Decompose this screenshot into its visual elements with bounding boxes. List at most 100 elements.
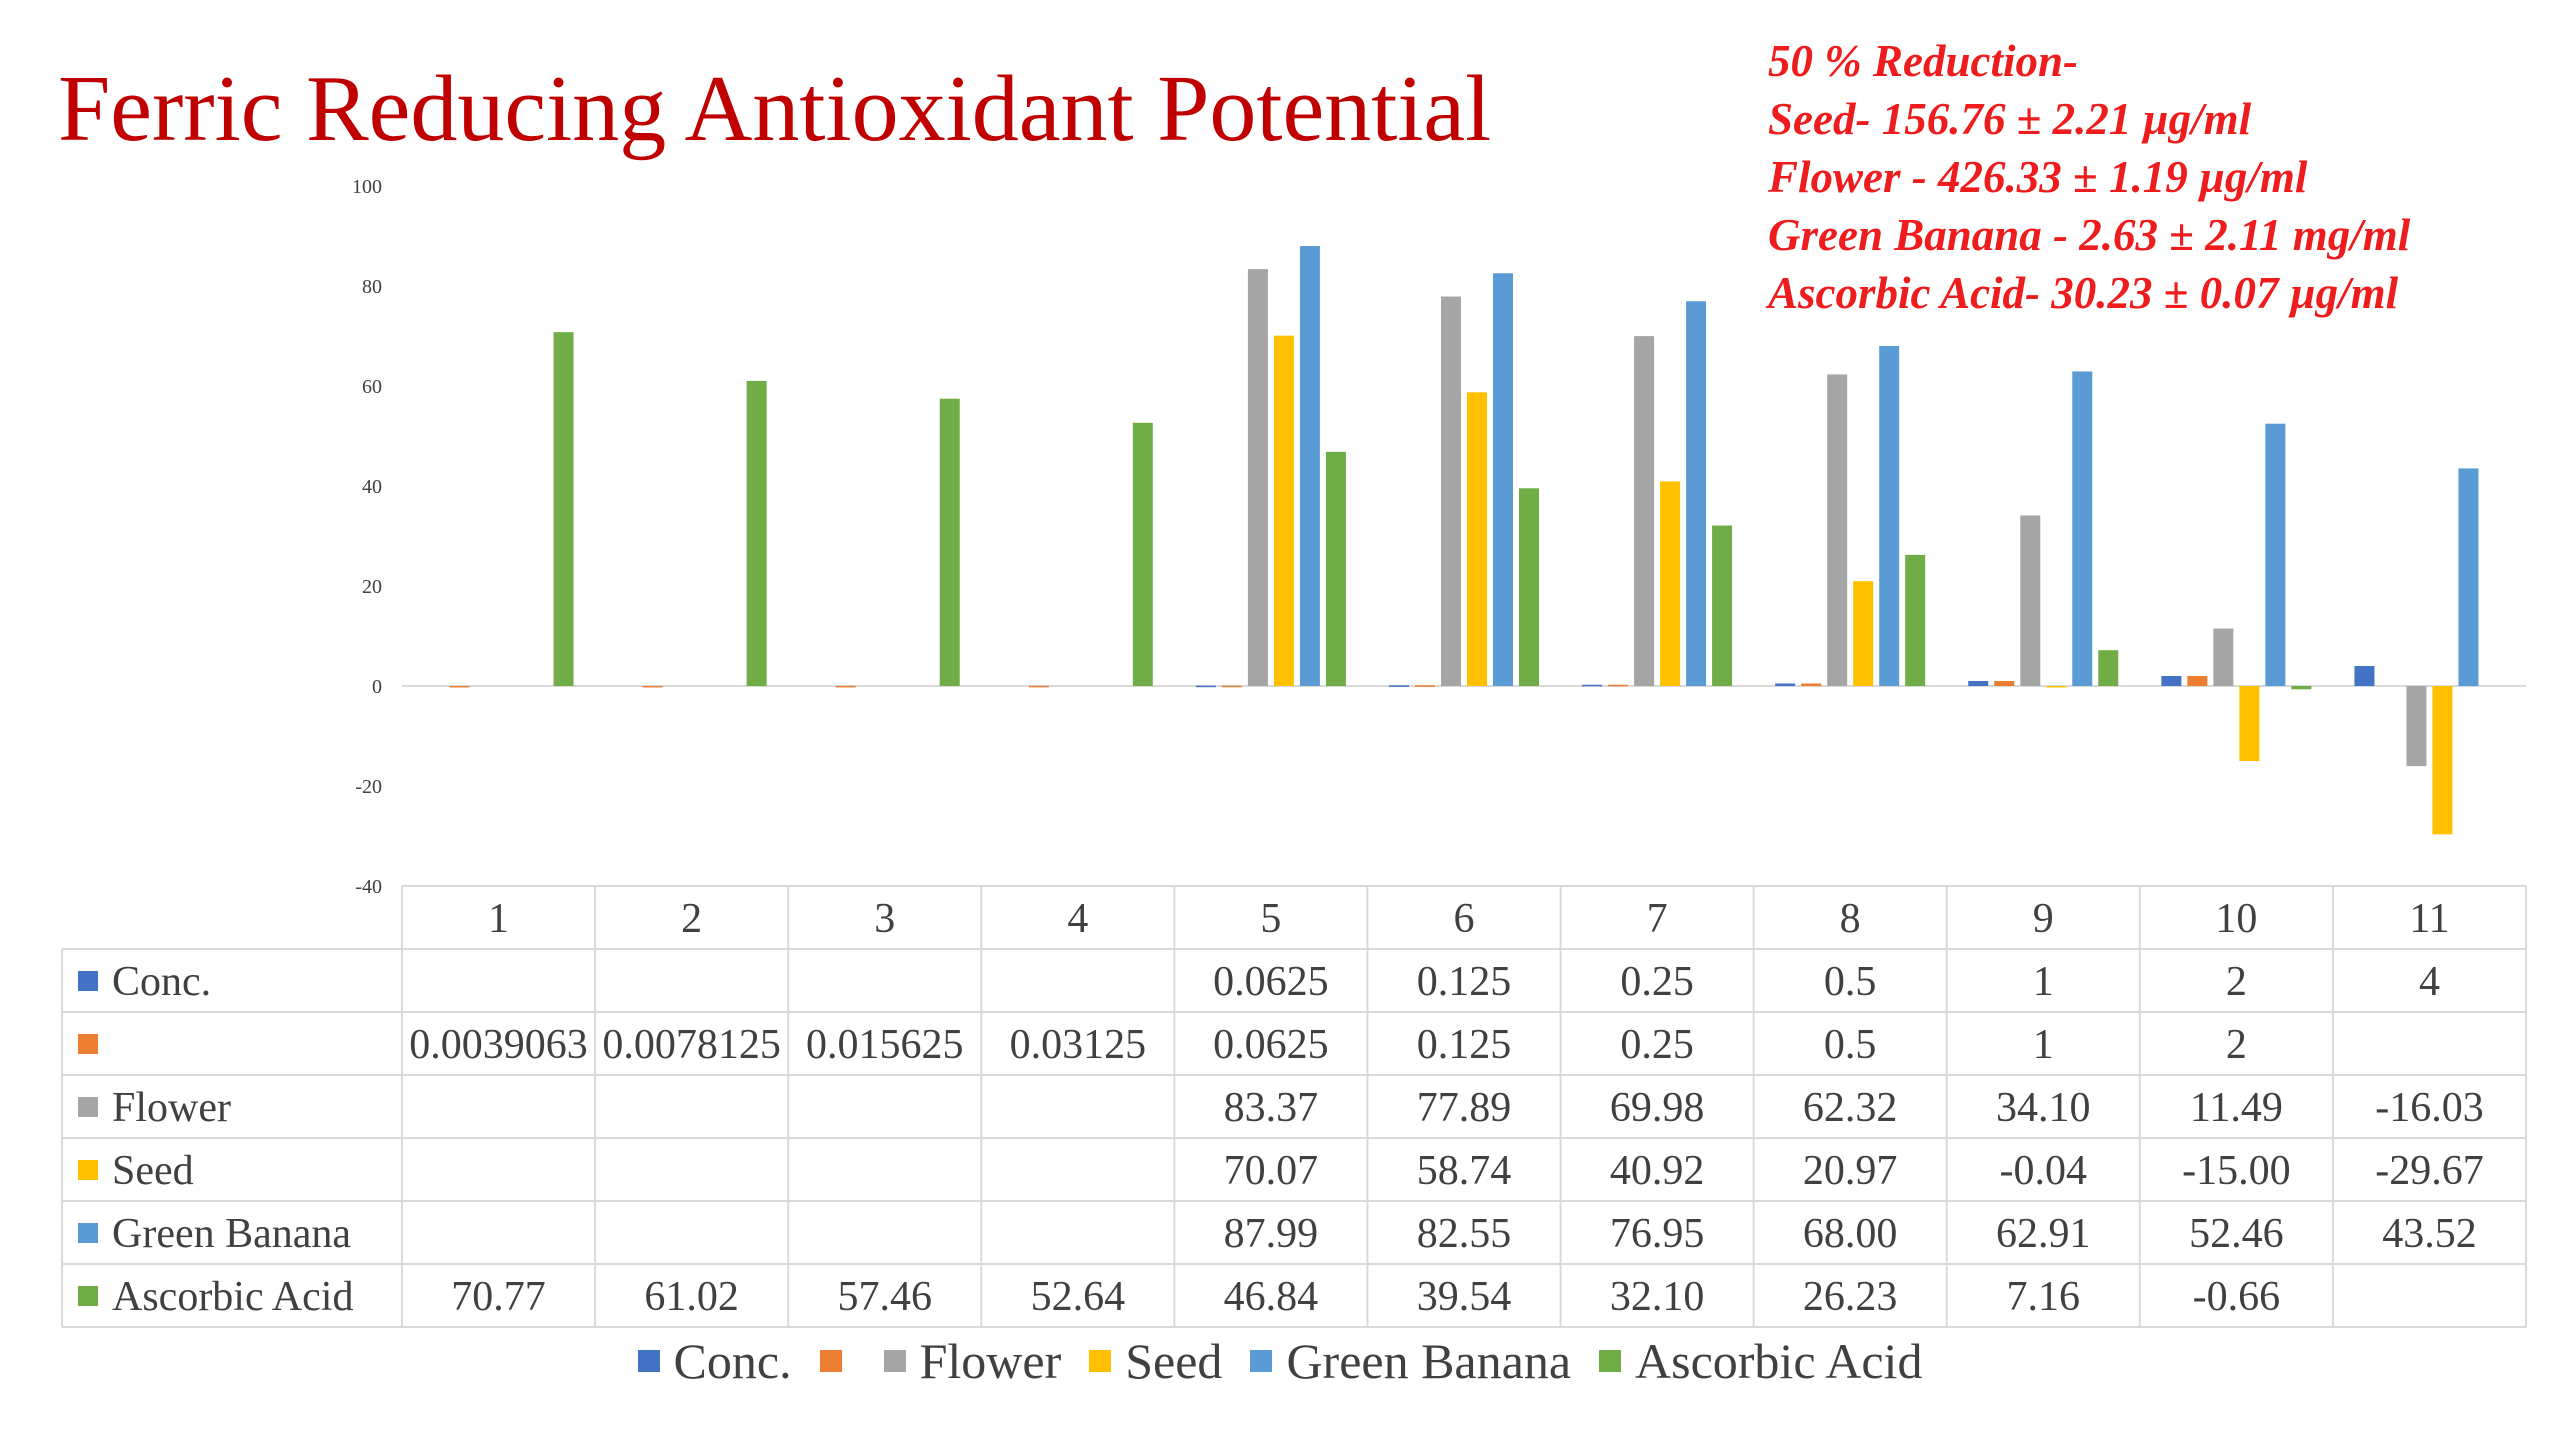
table-cell-value: 68.00 <box>1803 1211 1898 1257</box>
bar-series-2 <box>835 685 856 688</box>
bar-seed <box>2239 686 2260 761</box>
bar-series-2 <box>1801 683 1822 686</box>
table-cell-value: -0.66 <box>2193 1274 2281 1320</box>
bar-series-2 <box>2187 676 2208 686</box>
series-swatch <box>78 1160 98 1180</box>
table-cell-value: 39.54 <box>1417 1274 1512 1320</box>
bar-series-2 <box>449 685 470 688</box>
x-category-label: 8 <box>1840 896 1861 942</box>
table-cell-value: -15.00 <box>2182 1148 2291 1194</box>
table-cell-value: 46.84 <box>1224 1274 1319 1320</box>
table-cell-value: 58.74 <box>1417 1148 1512 1194</box>
bar-ascorbic-acid <box>1519 488 1539 686</box>
legend-item: Flower <box>883 1332 1062 1390</box>
table-cell-value: 52.64 <box>1031 1274 1126 1320</box>
bar-seed <box>2432 686 2453 835</box>
table-cell-value: 70.77 <box>451 1274 546 1320</box>
legend: Conc. Flower Seed Green Banana Ascorbic Acid <box>0 1332 2560 1390</box>
bar-series-2 <box>1994 681 2015 686</box>
legend-item <box>819 1350 856 1372</box>
bar-conc- <box>1968 681 1989 686</box>
legend-swatch <box>1250 1350 1273 1372</box>
table-cell-value: 1 <box>2033 959 2054 1005</box>
y-tick-label: -40 <box>355 876 382 898</box>
table-cell-value: 7.16 <box>2007 1274 2081 1320</box>
table-cell-value: 0.0625 <box>1213 959 1329 1005</box>
bar-seed <box>1273 335 1294 686</box>
table-cell-value: -16.03 <box>2375 1085 2484 1131</box>
series-swatch <box>78 1097 98 1117</box>
table-cell-value: 0.0078125 <box>602 1022 781 1068</box>
bar-series-2 <box>1221 685 1242 688</box>
table-cell-value: 62.32 <box>1803 1085 1898 1131</box>
series-row-label: Green Banana <box>112 1211 351 1257</box>
table-cell-value: 0.125 <box>1417 959 1512 1005</box>
table-cell-value: 87.99 <box>1224 1211 1319 1257</box>
table-cell-value: 2 <box>2226 1022 2247 1068</box>
table-cell-value: 11.49 <box>2190 1085 2283 1131</box>
table-cell-value: 0.5 <box>1824 1022 1877 1068</box>
bar-flower <box>1247 269 1268 686</box>
table-cell-value: 26.23 <box>1803 1274 1898 1320</box>
bar-ascorbic-acid <box>1132 422 1153 686</box>
y-tick-label: 60 <box>362 376 382 398</box>
table-cell-value: 52.46 <box>2189 1211 2284 1257</box>
bar-series-2 <box>1028 685 1049 688</box>
x-category-label: 10 <box>2215 896 2257 942</box>
table-cell-value: 61.02 <box>644 1274 739 1320</box>
table-cell-value: 0.0039063 <box>409 1022 588 1068</box>
bar-ascorbic-acid <box>1325 451 1346 686</box>
bar-green-banana <box>1493 273 1513 686</box>
bar-conc- <box>2354 666 2375 686</box>
bar-green-banana <box>1686 301 1707 686</box>
x-category-label: 3 <box>874 896 895 942</box>
table-cell-value: 1 <box>2033 1022 2054 1068</box>
y-tick-label: 0 <box>372 676 382 698</box>
bar-seed <box>1853 581 1874 686</box>
series-row-label: Conc. <box>112 959 211 1005</box>
legend-swatch <box>819 1350 842 1372</box>
legend-item: Ascorbic Acid <box>1599 1332 1922 1390</box>
bar-ascorbic-acid <box>1712 525 1733 686</box>
table-cell-value: 40.92 <box>1610 1148 1705 1194</box>
bar-conc- <box>1389 685 1409 687</box>
bar-seed <box>1467 392 1487 686</box>
series-swatch <box>78 1223 98 1243</box>
table-cell-value: 83.37 <box>1224 1085 1319 1131</box>
table-cell-value: 0.25 <box>1620 959 1694 1005</box>
bar-conc- <box>1582 684 1603 687</box>
legend-label: Flower <box>919 1333 1062 1389</box>
series-swatch <box>78 1286 98 1306</box>
series-row-label: Seed <box>112 1148 194 1194</box>
series-row-label: Flower <box>112 1085 231 1131</box>
table-cell-value: 76.95 <box>1610 1211 1705 1257</box>
table-cell-value: -0.04 <box>2000 1148 2088 1194</box>
bar-ascorbic-acid <box>1905 554 1926 686</box>
bar-green-banana <box>2265 423 2286 686</box>
table-cell-value: 0.5 <box>1824 959 1877 1005</box>
bar-ascorbic-acid <box>553 332 574 686</box>
legend-label: Conc. <box>673 1333 792 1389</box>
table-cell-value: 20.97 <box>1803 1148 1898 1194</box>
legend-swatch <box>1089 1350 1112 1372</box>
legend-swatch <box>883 1350 906 1372</box>
x-category-label: 2 <box>681 896 702 942</box>
bar-series-2 <box>642 685 663 688</box>
bar-series-2 <box>1415 685 1435 687</box>
annotation-line: 50 % Reduction- <box>1768 36 2078 86</box>
bar-seed <box>2046 686 2067 688</box>
bar-green-banana <box>1879 346 1900 686</box>
table-cell-value: 32.10 <box>1610 1274 1705 1320</box>
bar-series-2 <box>1608 684 1629 687</box>
x-category-label: 1 <box>488 896 509 942</box>
bar-flower <box>1827 374 1848 686</box>
x-category-label: 11 <box>2409 896 2449 942</box>
y-tick-label: 80 <box>362 276 382 298</box>
bar-flower <box>2213 628 2234 686</box>
table-cell-value: 4 <box>2419 959 2440 1005</box>
y-tick-label: 20 <box>362 576 382 598</box>
bar-green-banana <box>2072 371 2093 686</box>
x-category-label: 7 <box>1647 896 1668 942</box>
table-cell-value: 0.015625 <box>806 1022 964 1068</box>
